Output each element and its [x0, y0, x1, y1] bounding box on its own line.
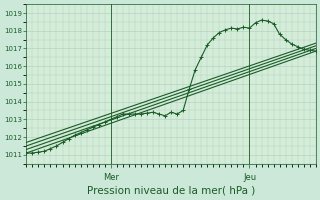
X-axis label: Pression niveau de la mer( hPa ): Pression niveau de la mer( hPa )	[87, 186, 255, 196]
